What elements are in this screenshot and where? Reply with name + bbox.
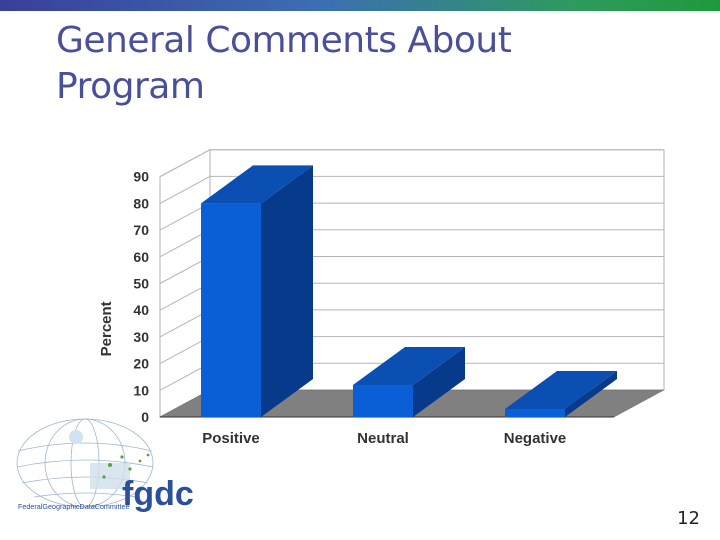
gridline — [159, 175, 664, 204]
logo-acronym: fgdc — [122, 475, 194, 513]
bar — [505, 408, 565, 417]
y-tick-label: 10 — [133, 382, 149, 398]
bar-side — [413, 346, 465, 417]
data-points-icon — [102, 453, 150, 479]
slide-title-line-1: General Comments About — [56, 20, 512, 61]
y-tick-label: 80 — [133, 195, 149, 211]
bar-top — [505, 370, 617, 409]
slide-title-line-2: Program — [56, 66, 205, 107]
bar-side — [261, 165, 313, 417]
y-tick-label: 40 — [133, 302, 149, 318]
y-tick-label: 60 — [133, 249, 149, 265]
y-tick-label: 70 — [133, 222, 149, 238]
bar-top — [201, 165, 313, 204]
x-tick-label: Negative — [504, 430, 567, 447]
bar — [201, 203, 261, 417]
bar-top — [353, 346, 465, 385]
y-tick-label: 90 — [133, 169, 149, 185]
top-accent-bar — [0, 0, 720, 11]
y-tick-label: 30 — [133, 329, 149, 345]
y-axis-label: Percent — [98, 301, 115, 356]
x-tick-label: Neutral — [357, 430, 409, 447]
slide-title: General Comments About Program — [56, 18, 656, 110]
y-tick-label: 0 — [141, 409, 149, 425]
logo-full-name: FederalGeographicDataCommittee — [18, 502, 129, 511]
gridline — [159, 149, 664, 178]
y-tick-label: 50 — [133, 276, 149, 292]
y-tick-label: 20 — [133, 356, 149, 372]
bar — [353, 384, 413, 417]
x-tick-label: Positive — [202, 430, 260, 447]
fgdc-logo: fgdc FederalGeographicDataCommittee — [16, 418, 194, 513]
bar-side — [565, 370, 617, 417]
slide-number: 12 — [677, 508, 700, 529]
